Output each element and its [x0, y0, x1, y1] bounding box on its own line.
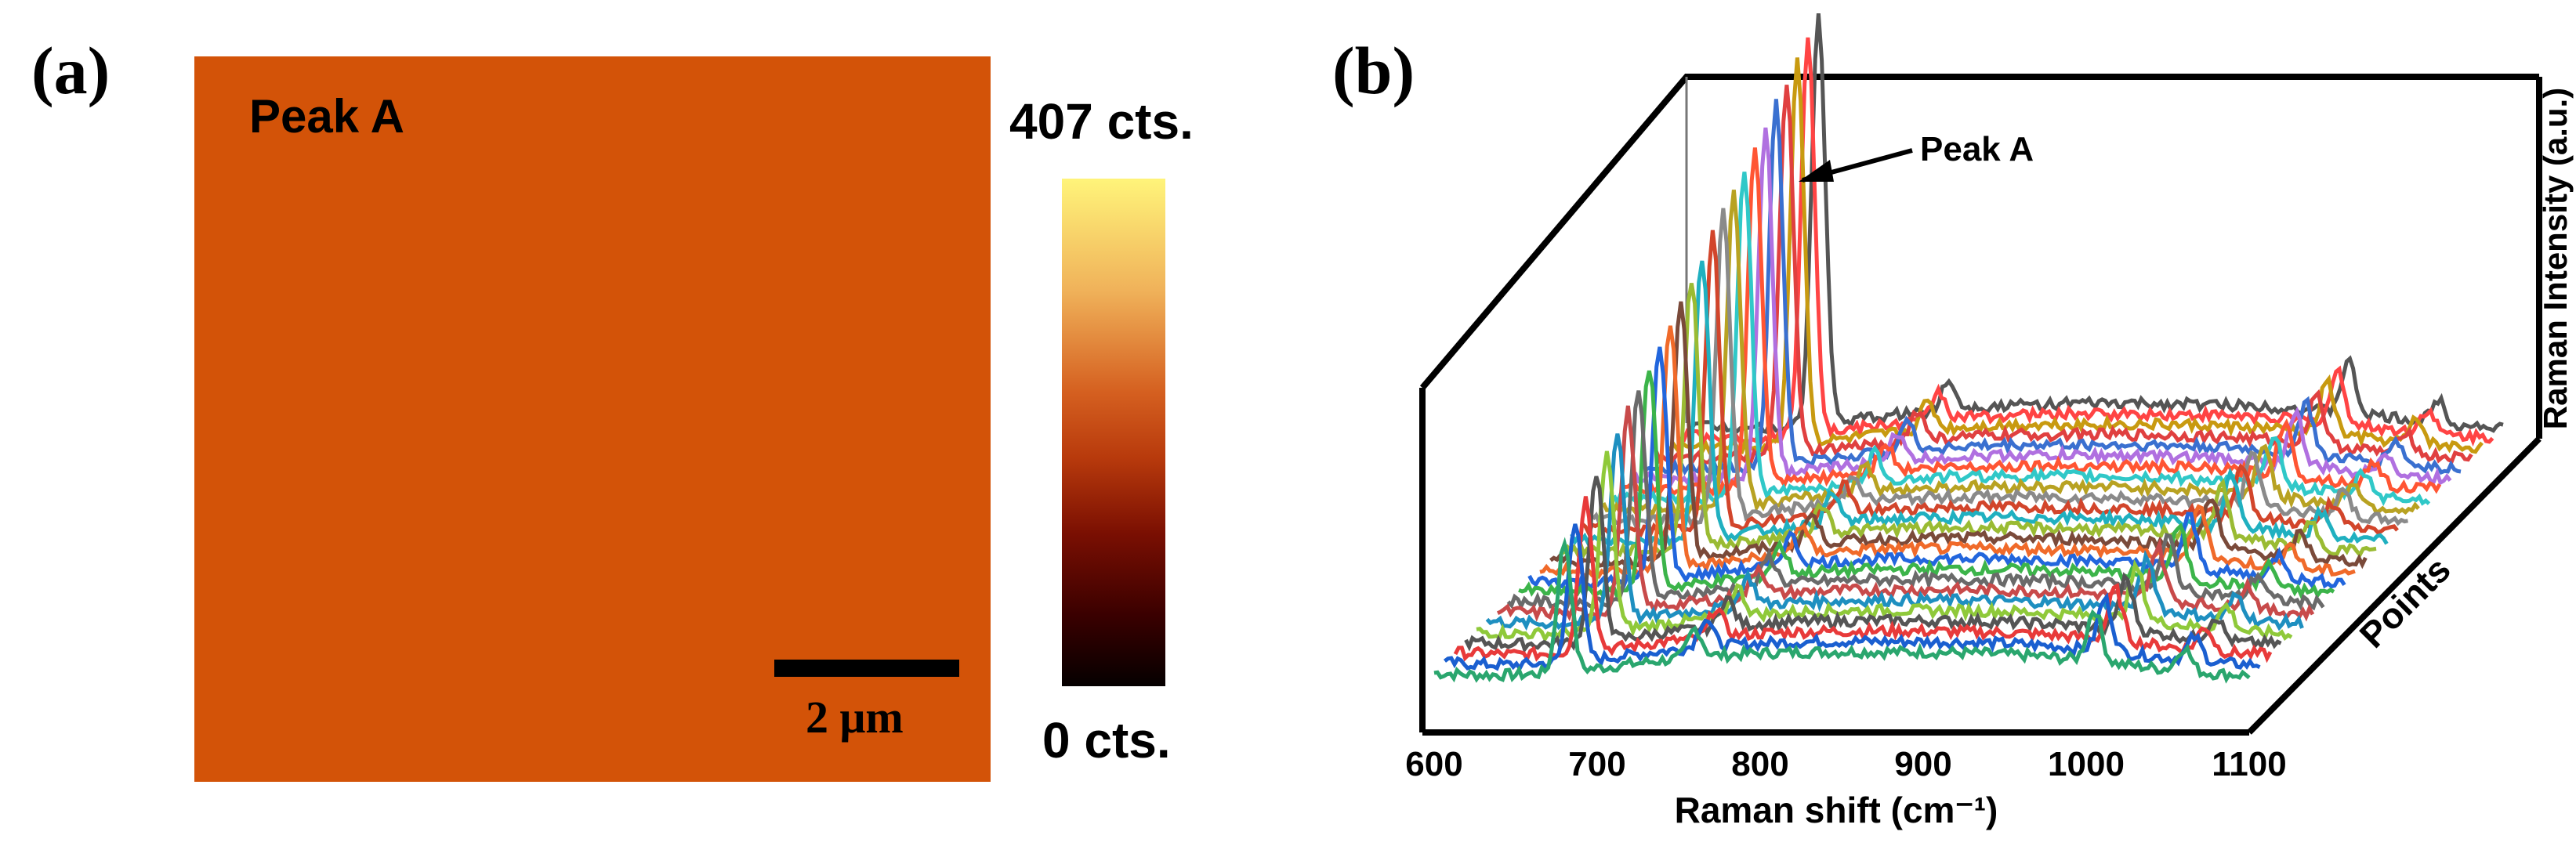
colorbar: [1062, 179, 1165, 686]
scale-bar-label: 2 μm: [806, 692, 904, 743]
spectrum-line: [1549, 301, 2368, 570]
x-tick-label: 700: [1568, 745, 1625, 783]
x-tick-label: 600: [1405, 745, 1462, 783]
spectrum-line: [1539, 325, 2356, 580]
x-axis-label: Raman shift (cm⁻¹): [1675, 790, 1998, 830]
spectrum-line: [1443, 523, 2261, 673]
spectrum-line: [1496, 405, 2315, 623]
spectrum-line: [1433, 537, 2251, 684]
axes-frame: [1419, 74, 2542, 736]
scale-bar: [774, 660, 959, 677]
spectrum-line: [1464, 476, 2282, 654]
panel-b-label: (b): [1332, 33, 1415, 108]
spectrum-line: [1476, 450, 2293, 643]
spectrum-line: [1645, 99, 2462, 479]
spectrum-line: [1506, 390, 2325, 612]
spectrum-line: [1591, 208, 2408, 529]
spectrum-line: [1654, 85, 2473, 468]
map-title: Peak A: [249, 90, 404, 143]
peak-annotation-arrowhead: [1799, 160, 1834, 182]
spectrum-line: [1485, 433, 2304, 631]
y-axis-label: Raman Intensity (a.u.): [2537, 88, 2574, 429]
spectrum-line: [1633, 127, 2452, 490]
top-frame-edge: [1419, 74, 2539, 390]
spectrum-line: [1560, 283, 2377, 559]
panel-a-label: (a): [31, 33, 111, 108]
spectrum-line: [1527, 346, 2346, 590]
peak-annotation-label: Peak A: [1920, 130, 2034, 168]
spectrum-line: [1687, 13, 2504, 435]
x-tick-label: 1000: [2048, 745, 2125, 783]
x-tick-label: 900: [1894, 745, 1951, 783]
spectra-series: [1433, 13, 2504, 684]
x-ticks: 600 700 800 900 1000 1100: [1405, 745, 2286, 783]
x-tick-label: 1100: [2212, 745, 2286, 783]
z-axis-label: Points: [2352, 549, 2458, 656]
spectrum-line: [1570, 260, 2389, 548]
spectrum-line: [1453, 496, 2273, 664]
raman-map-peak-a: Peak A 2 μm: [194, 56, 991, 782]
colorbar-max-label: 407 cts.: [1009, 93, 1194, 150]
spectrum-line: [1581, 230, 2399, 539]
colorbar-min-label: 0 cts.: [1042, 712, 1171, 768]
spectrum-line: [1677, 37, 2494, 447]
spectrum-line: [1624, 147, 2442, 497]
spectrum-line: [1601, 190, 2420, 519]
depth-frame-edge: [2247, 436, 2542, 735]
x-tick-label: 800: [1731, 745, 1788, 783]
